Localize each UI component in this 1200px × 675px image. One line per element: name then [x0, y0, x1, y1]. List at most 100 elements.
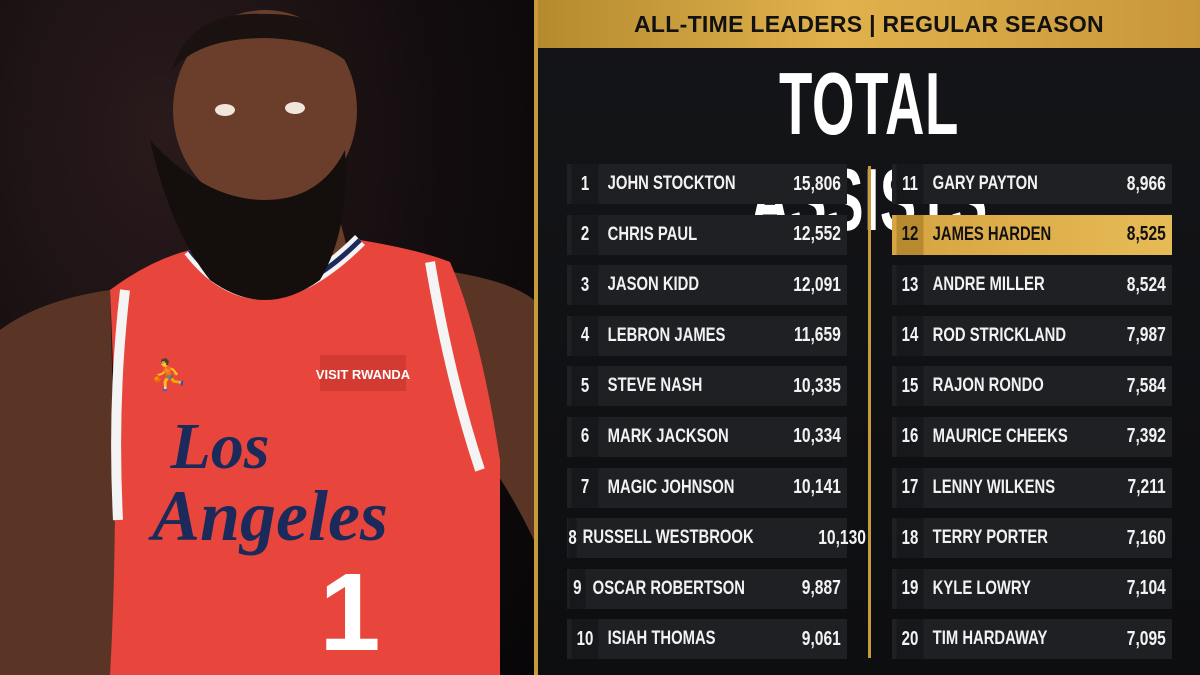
leader-assists: 10,334: [793, 425, 841, 448]
header-bar: ALL-TIME LEADERS | REGULAR SEASON: [538, 0, 1200, 48]
leader-assists: 10,130: [818, 526, 867, 549]
leader-assists: 9,061: [801, 627, 841, 650]
leader-rank: 15: [896, 366, 924, 407]
leader-row: 20 TIM HARDAWAY 7,095: [892, 619, 1172, 660]
leader-assists: 15,806: [793, 172, 841, 195]
leader-rank: 9: [569, 568, 586, 609]
leader-assists: 7,211: [1127, 476, 1166, 499]
leader-name: LENNY WILKENS: [932, 476, 1056, 498]
jersey-armhole-right: [425, 261, 485, 472]
beard: [150, 140, 346, 300]
leader-name: ROD STRICKLAND: [932, 324, 1067, 346]
head: [173, 10, 357, 210]
player-illustration: ⛹ VISIT RWANDA Los Angeles 1: [0, 10, 534, 675]
eye-left: [215, 104, 235, 116]
leader-row: 5 STEVE NASH 10,335: [567, 366, 847, 407]
leader-row: 6 MARK JACKSON 10,334: [567, 416, 847, 457]
leader-row: 15 RAJON RONDO 7,584: [892, 366, 1172, 407]
page-title: TOTAL ASSISTS: [750, 54, 988, 249]
leader-rank: 11: [896, 164, 924, 204]
leader-row: 13 ANDRE MILLER 8,524: [892, 265, 1172, 306]
leader-assists: 12,552: [793, 223, 841, 246]
leader-rank: 20: [896, 619, 924, 660]
leader-rank: 8: [568, 518, 577, 559]
leader-row: 18 TERRY PORTER 7,160: [892, 518, 1172, 559]
leaders-column-left: 1 JOHN STOCKTON 15,806 2 CHRIS PAUL 12,552 3 JA…: [567, 164, 866, 670]
leader-rank: 7: [571, 467, 599, 508]
leader-name: OSCAR ROBERTSON: [592, 577, 745, 599]
leader-name: KYLE LOWRY: [932, 577, 1031, 599]
leader-rank: 6: [571, 416, 599, 457]
leader-row: 17 LENNY WILKENS 7,211: [892, 467, 1172, 508]
leader-name: ANDRE MILLER: [932, 274, 1045, 296]
sponsor-text: VISIT RWANDA: [316, 367, 411, 382]
leader-rank: 19: [896, 568, 924, 609]
leader-rank: 16: [896, 416, 924, 457]
leader-name: JOHN STOCKTON: [607, 173, 736, 194]
player-photo: ⛹ VISIT RWANDA Los Angeles 1: [0, 0, 534, 675]
leader-assists: 7,392: [1126, 425, 1166, 448]
leader-assists: 7,095: [1126, 627, 1166, 650]
leaders-column-right: 11 GARY PAYTON 8,966 12 JAMES HARDEN 8,525 13 A…: [892, 164, 1172, 670]
leader-name: STEVE NASH: [607, 375, 703, 397]
leader-assists: 9,887: [801, 577, 841, 600]
leader-row: 19 KYLE LOWRY 7,104: [892, 568, 1172, 609]
leader-name: TERRY PORTER: [932, 527, 1048, 549]
leader-rank: 1: [571, 164, 599, 204]
jersey-number: 1: [319, 551, 380, 674]
leader-rank: 14: [896, 315, 924, 356]
leader-row: 12 JAMES HARDEN 8,525: [892, 214, 1172, 255]
leader-assists: 8,525: [1126, 223, 1166, 246]
jumpman-logo-icon: ⛹: [150, 356, 187, 393]
leader-name: MARK JACKSON: [607, 425, 729, 447]
leader-rank: 13: [896, 265, 924, 306]
leader-name: TIM HARDAWAY: [932, 628, 1048, 650]
leader-row: 9 OSCAR ROBERTSON 9,887: [567, 568, 847, 609]
jersey-wordmark-angeles: Angeles: [148, 476, 388, 556]
leader-row: 11 GARY PAYTON 8,966: [892, 164, 1172, 204]
sponsor-patch: [320, 355, 406, 391]
jersey-wordmark-los: Los: [170, 410, 270, 483]
jersey-armhole-left: [111, 289, 130, 521]
leader-row: 4 LEBRON JAMES 11,659: [567, 315, 847, 356]
leader-rank: 2: [571, 214, 599, 255]
leader-assists: 7,104: [1126, 577, 1166, 600]
leader-assists: 7,987: [1126, 324, 1166, 347]
leader-rank: 4: [571, 315, 599, 356]
leader-name: MAURICE CHEEKS: [932, 425, 1068, 447]
leader-row: 14 ROD STRICKLAND 7,987: [892, 315, 1172, 356]
leader-name: GARY PAYTON: [932, 173, 1038, 194]
column-divider: [868, 166, 871, 658]
leader-name: RUSSELL WESTBROOK: [582, 527, 754, 549]
leader-rank: 3: [571, 265, 599, 306]
leader-rank: 5: [571, 366, 599, 407]
leader-name: MAGIC JOHNSON: [607, 476, 735, 498]
leader-name: JASON KIDD: [607, 274, 700, 296]
leader-name: CHRIS PAUL: [607, 223, 698, 245]
leader-assists: 11,659: [793, 324, 841, 347]
jersey: [110, 240, 500, 675]
leader-assists: 12,091: [793, 273, 841, 296]
leader-assists: 10,141: [793, 476, 841, 499]
leader-rank: 10: [571, 619, 599, 660]
leader-assists: 8,966: [1126, 172, 1166, 195]
leader-rank: 18: [896, 518, 924, 559]
hair: [172, 13, 362, 80]
leader-rank: 12: [896, 214, 924, 255]
leader-name: LEBRON JAMES: [607, 324, 726, 346]
leader-assists: 7,584: [1126, 374, 1166, 397]
leader-row: 16 MAURICE CHEEKS 7,392: [892, 416, 1172, 457]
leader-rank: 17: [896, 467, 924, 508]
leaders-panel: ALL-TIME LEADERS | REGULAR SEASON TOTAL …: [538, 0, 1200, 675]
leader-row: 1 JOHN STOCKTON 15,806: [567, 164, 847, 204]
panel-divider: [534, 0, 538, 675]
leader-row: 3 JASON KIDD 12,091: [567, 265, 847, 306]
left-arm: [0, 290, 120, 675]
leader-row: 7 MAGIC JOHNSON 10,141: [567, 467, 847, 508]
leader-assists: 8,524: [1126, 273, 1166, 296]
leader-assists: 10,335: [793, 374, 841, 397]
leader-row: 2 CHRIS PAUL 12,552: [567, 214, 847, 255]
leader-name: RAJON RONDO: [932, 375, 1044, 397]
eye-right: [285, 102, 305, 114]
leader-name: JAMES HARDEN: [932, 223, 1052, 245]
